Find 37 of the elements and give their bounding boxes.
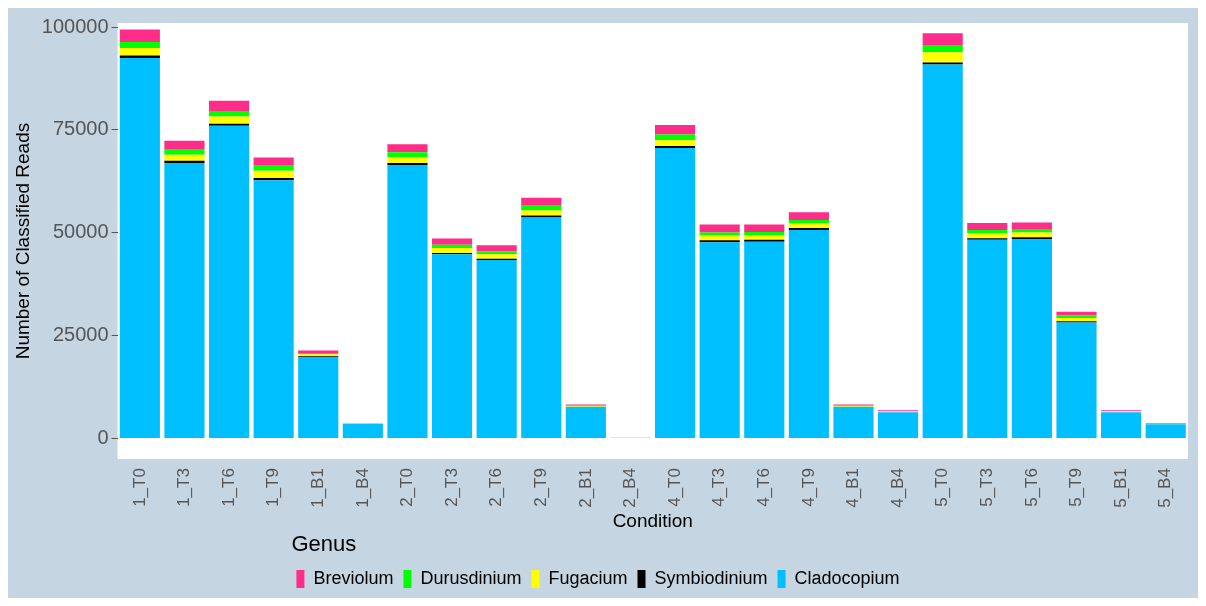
y-tick-label: 50000 — [52, 220, 109, 243]
y-tick-label: 25000 — [52, 323, 109, 346]
legend-label: Symbiodinium — [654, 567, 768, 588]
x-tick-label: 1_T6 — [218, 468, 238, 507]
legend-label: Durusdinium — [420, 567, 522, 588]
x-tick-label: 4_T0 — [664, 468, 684, 507]
x-tick-label: 1_B1 — [307, 468, 327, 508]
x-tick-label: 2_T9 — [530, 468, 550, 507]
y-tick-label: 100000 — [41, 14, 109, 37]
legend-title: Genus — [291, 530, 357, 556]
x-tick-label: 2_B4 — [620, 468, 640, 508]
legend-label: Fugacium — [548, 567, 628, 588]
y-tick-label: 0 — [97, 426, 109, 449]
y-tick-label: 75000 — [52, 117, 109, 140]
x-tick-label: 5_B1 — [1110, 468, 1130, 508]
x-tick-label: 5_T0 — [932, 468, 952, 507]
x-tick-label: 5_B4 — [1155, 468, 1175, 508]
x-tick-label: 2_T6 — [486, 468, 506, 507]
x-tick-label: 1_B4 — [352, 468, 372, 508]
x-tick-label: 4_B4 — [887, 468, 907, 508]
x-tick-label: 1_T9 — [263, 468, 283, 507]
x-tick-label: 5_T3 — [976, 468, 996, 507]
x-tick-label: 2_B1 — [575, 468, 595, 508]
x-tick-label: 4_B1 — [843, 468, 863, 508]
legend-label: Breviolum — [313, 567, 394, 588]
x-tick-label: 1_T0 — [129, 468, 149, 507]
x-tick-label: 2_T3 — [441, 468, 461, 507]
x-tick-label: 5_T6 — [1021, 468, 1041, 507]
x-tick-label: 5_T9 — [1066, 468, 1086, 507]
x-tick-label: 4_T9 — [798, 468, 818, 507]
legend-label: Cladocopium — [794, 567, 900, 588]
x-axis-title: Condition — [612, 510, 693, 532]
x-tick-label: 2_T0 — [397, 468, 417, 507]
x-tick-label: 4_T3 — [709, 468, 729, 507]
x-tick-label: 4_T6 — [753, 468, 773, 507]
y-axis-title: Number of Classified Reads — [11, 122, 33, 360]
x-tick-label: 1_T3 — [174, 468, 194, 507]
